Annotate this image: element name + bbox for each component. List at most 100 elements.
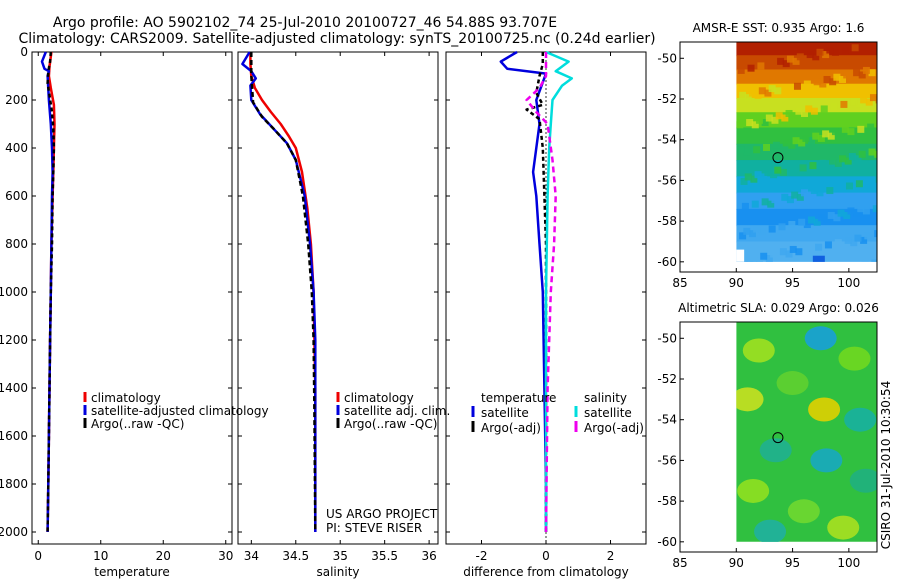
sst_map-xtick-label: 90 <box>729 276 744 290</box>
sst_map-pixel <box>793 82 801 90</box>
sst_map-pixel <box>813 218 821 226</box>
sst_map-pixel <box>782 139 790 147</box>
sst_map-pixel <box>760 252 768 260</box>
sst_map-pixel <box>765 255 773 262</box>
difference-series-salinity-argo <box>525 52 557 533</box>
temperature-series-argo <box>46 51 56 533</box>
sla_map-blob <box>808 397 841 422</box>
sst_map-pixel <box>798 139 806 147</box>
sla_map-frame <box>679 321 878 553</box>
sla_map-blob <box>787 499 820 524</box>
sst_map-pixel <box>802 134 810 142</box>
sst_map-pixel <box>744 94 752 102</box>
salinity-xtick-label: 34 <box>244 549 259 563</box>
sst_map-pixel <box>801 109 809 117</box>
sst_map-pixel <box>751 121 759 129</box>
sst_map-ytick-label: -58 <box>657 214 677 228</box>
sst_map-pixel <box>786 55 794 63</box>
sla_map-blob <box>844 407 877 432</box>
sst_map-pixel <box>864 153 872 161</box>
difference-legend-label: Argo(-adj) <box>481 421 541 435</box>
sst_map-pixel <box>798 218 806 226</box>
temperature-ytick-label: 800 <box>5 237 28 251</box>
sst_map-pixel <box>858 150 866 158</box>
difference-xlabel: difference from climatology <box>463 565 629 579</box>
sst_map-pixel <box>743 148 751 156</box>
sst_map-pixel <box>823 216 831 224</box>
sst_map-ytick-label: -50 <box>657 51 677 65</box>
difference-series-salinity-satellite <box>544 50 574 532</box>
sla_map-ytick-label: -52 <box>657 372 677 386</box>
sst_map-pixel <box>754 91 762 99</box>
sla_map-xtick-label: 100 <box>837 556 860 570</box>
sst_map-pixel <box>758 227 766 235</box>
sst_map-pixel <box>774 87 782 95</box>
sst_map-pixel <box>764 89 772 97</box>
sla_map-blob <box>776 371 809 396</box>
sla_map-blob <box>804 326 837 351</box>
sst_map-pixel <box>841 125 849 133</box>
sst_map-pixel <box>771 116 779 124</box>
sst_map-pixel <box>808 137 816 145</box>
sst_map-pixel <box>841 46 849 54</box>
sst_map-pixel <box>755 257 763 262</box>
sst_map-pixel <box>860 236 868 244</box>
sst_map-pixel <box>785 250 793 258</box>
sst_map-pixel <box>758 87 766 95</box>
sst_map-pixel <box>840 100 848 108</box>
sst_map-pixel <box>844 157 852 165</box>
sst_map-pixel <box>757 62 765 70</box>
temperature-legend-label: satellite-adjusted climatology <box>91 404 269 418</box>
sst_map-pixel <box>796 53 804 61</box>
sst_map-pixel <box>837 209 845 217</box>
sst_map-argo-marker <box>772 152 784 164</box>
sst_map-pixel <box>834 159 842 167</box>
sst_map-pixel <box>763 143 771 151</box>
temperature-xlabel: temperature <box>94 565 169 579</box>
sst_map-pixel <box>777 198 785 206</box>
sst_map-pixel <box>788 141 796 149</box>
temperature-ytick-label: 0 <box>20 45 28 59</box>
sst_map-pixel <box>792 57 800 65</box>
sst_map-pixel <box>809 162 817 170</box>
sst_map-pixel <box>864 232 872 240</box>
sla_map-ytick-label: -56 <box>657 453 677 467</box>
difference-legend-label: satellite <box>584 406 632 420</box>
sst_map-pixel <box>862 66 870 74</box>
sst_map-pixel <box>837 130 845 138</box>
sst_map-pixel <box>854 155 862 163</box>
sst_map-pixel <box>855 180 863 188</box>
sst_map-pixel <box>839 155 847 163</box>
sst_map-pixel <box>827 132 835 140</box>
sst_map-pixel <box>854 234 862 242</box>
temperature-ytick-label: 2000 <box>0 525 28 539</box>
salinity-frame <box>237 51 439 545</box>
sst_map-pixel <box>737 146 745 154</box>
difference-series-temperature-satellite <box>499 50 548 532</box>
sst_map-pixel <box>855 100 863 108</box>
sst_map-title: AMSR-E SST: 0.935 Argo: 1.6 <box>693 21 865 35</box>
salinity-series-argo <box>250 52 317 533</box>
sst_map-pixel <box>869 94 877 102</box>
sst_map-pixel <box>848 73 856 81</box>
sst_map-ytick-label: -60 <box>657 255 677 269</box>
temperature-xtick-label: 20 <box>156 549 171 563</box>
sst_map-pixel <box>833 73 841 81</box>
sst_map-pixel <box>843 71 851 79</box>
sst_map-pixel <box>806 51 814 59</box>
temperature-ytick-label: 1200 <box>0 333 28 347</box>
sst_map-pixel <box>791 112 799 120</box>
temperature-ytick-label: 1800 <box>0 477 28 491</box>
sst_map-pixel <box>874 230 877 238</box>
sst_map-pixel <box>779 168 787 176</box>
temperature-ytick-label: 400 <box>5 141 28 155</box>
difference-legend-label: satellite <box>481 406 529 420</box>
sst_map-pixel <box>822 51 830 59</box>
temperature-ytick-label: 200 <box>5 93 28 107</box>
sst_map-pixel <box>871 259 877 262</box>
sst_map-pixel <box>739 91 747 99</box>
sst_map-pixel <box>875 175 877 183</box>
sst_map-pixel <box>781 193 789 201</box>
sst_map-pixel <box>748 89 756 97</box>
salinity-legend-label: climatology <box>344 391 414 405</box>
